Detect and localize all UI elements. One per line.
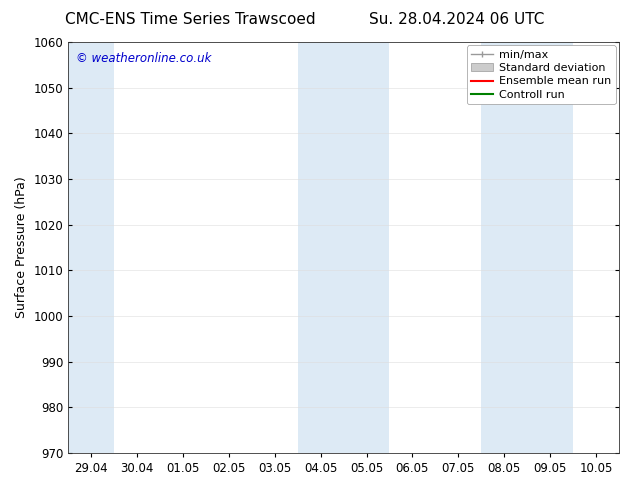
Bar xyxy=(481,42,573,453)
Text: CMC-ENS Time Series Trawscoed: CMC-ENS Time Series Trawscoed xyxy=(65,12,316,27)
Bar xyxy=(298,42,389,453)
Legend: min/max, Standard deviation, Ensemble mean run, Controll run: min/max, Standard deviation, Ensemble me… xyxy=(467,46,616,104)
Bar xyxy=(68,42,114,453)
Y-axis label: Surface Pressure (hPa): Surface Pressure (hPa) xyxy=(15,176,28,318)
Text: Su. 28.04.2024 06 UTC: Su. 28.04.2024 06 UTC xyxy=(369,12,544,27)
Text: © weatheronline.co.uk: © weatheronline.co.uk xyxy=(77,52,212,65)
